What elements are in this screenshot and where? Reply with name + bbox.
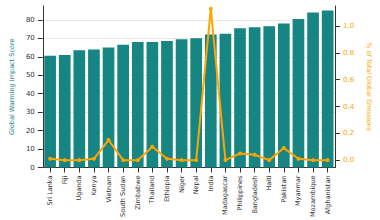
svg-text:Myanmar: Myanmar [294, 175, 302, 206]
svg-text:70: 70 [26, 34, 35, 42]
svg-text:0.8: 0.8 [343, 49, 354, 57]
svg-text:Philippines: Philippines [236, 175, 244, 211]
svg-text:Afghanistan: Afghanistan [324, 176, 332, 215]
svg-text:Thailand: Thailand [148, 176, 156, 205]
svg-text:10: 10 [26, 145, 35, 153]
svg-text:20: 20 [26, 127, 35, 135]
svg-text:Fiji: Fiji [61, 175, 69, 184]
svg-text:Bangladesh: Bangladesh [251, 176, 259, 214]
svg-text:0.0: 0.0 [343, 156, 354, 164]
svg-text:80: 80 [26, 16, 35, 24]
svg-text:60: 60 [26, 53, 35, 61]
svg-text:Ethiopia: Ethiopia [163, 176, 171, 202]
svg-text:Mozambique: Mozambique [309, 176, 317, 218]
svg-text:Sri Lanka: Sri Lanka [46, 175, 54, 205]
svg-text:Madagascar: Madagascar [221, 175, 229, 215]
svg-text:50: 50 [26, 71, 35, 79]
svg-text:% of Total Global Emissions: % of Total Global Emissions [365, 42, 373, 132]
svg-text:Haiti: Haiti [265, 175, 273, 190]
svg-text:0.2: 0.2 [343, 129, 354, 137]
svg-text:0.6: 0.6 [343, 76, 355, 84]
svg-text:Kenya: Kenya [90, 175, 98, 195]
svg-text:India: India [207, 175, 215, 191]
svg-text:30: 30 [26, 108, 35, 116]
svg-text:0: 0 [30, 164, 34, 172]
svg-text:Uganda: Uganda [75, 176, 83, 201]
svg-text:Global Warming Impact Score: Global Warming Impact Score [8, 38, 16, 135]
svg-text:0.4: 0.4 [343, 103, 355, 111]
svg-text:Vietnam: Vietnam [105, 176, 113, 203]
svg-text:1.0: 1.0 [343, 22, 354, 30]
svg-text:Nepal: Nepal [192, 175, 200, 194]
svg-text:Niger: Niger [178, 175, 186, 193]
svg-text:40: 40 [26, 90, 35, 98]
svg-text:Zimbabwe: Zimbabwe [134, 176, 142, 210]
svg-text:Pakistan: Pakistan [280, 176, 288, 203]
svg-text:South Sudan: South Sudan [119, 176, 127, 217]
